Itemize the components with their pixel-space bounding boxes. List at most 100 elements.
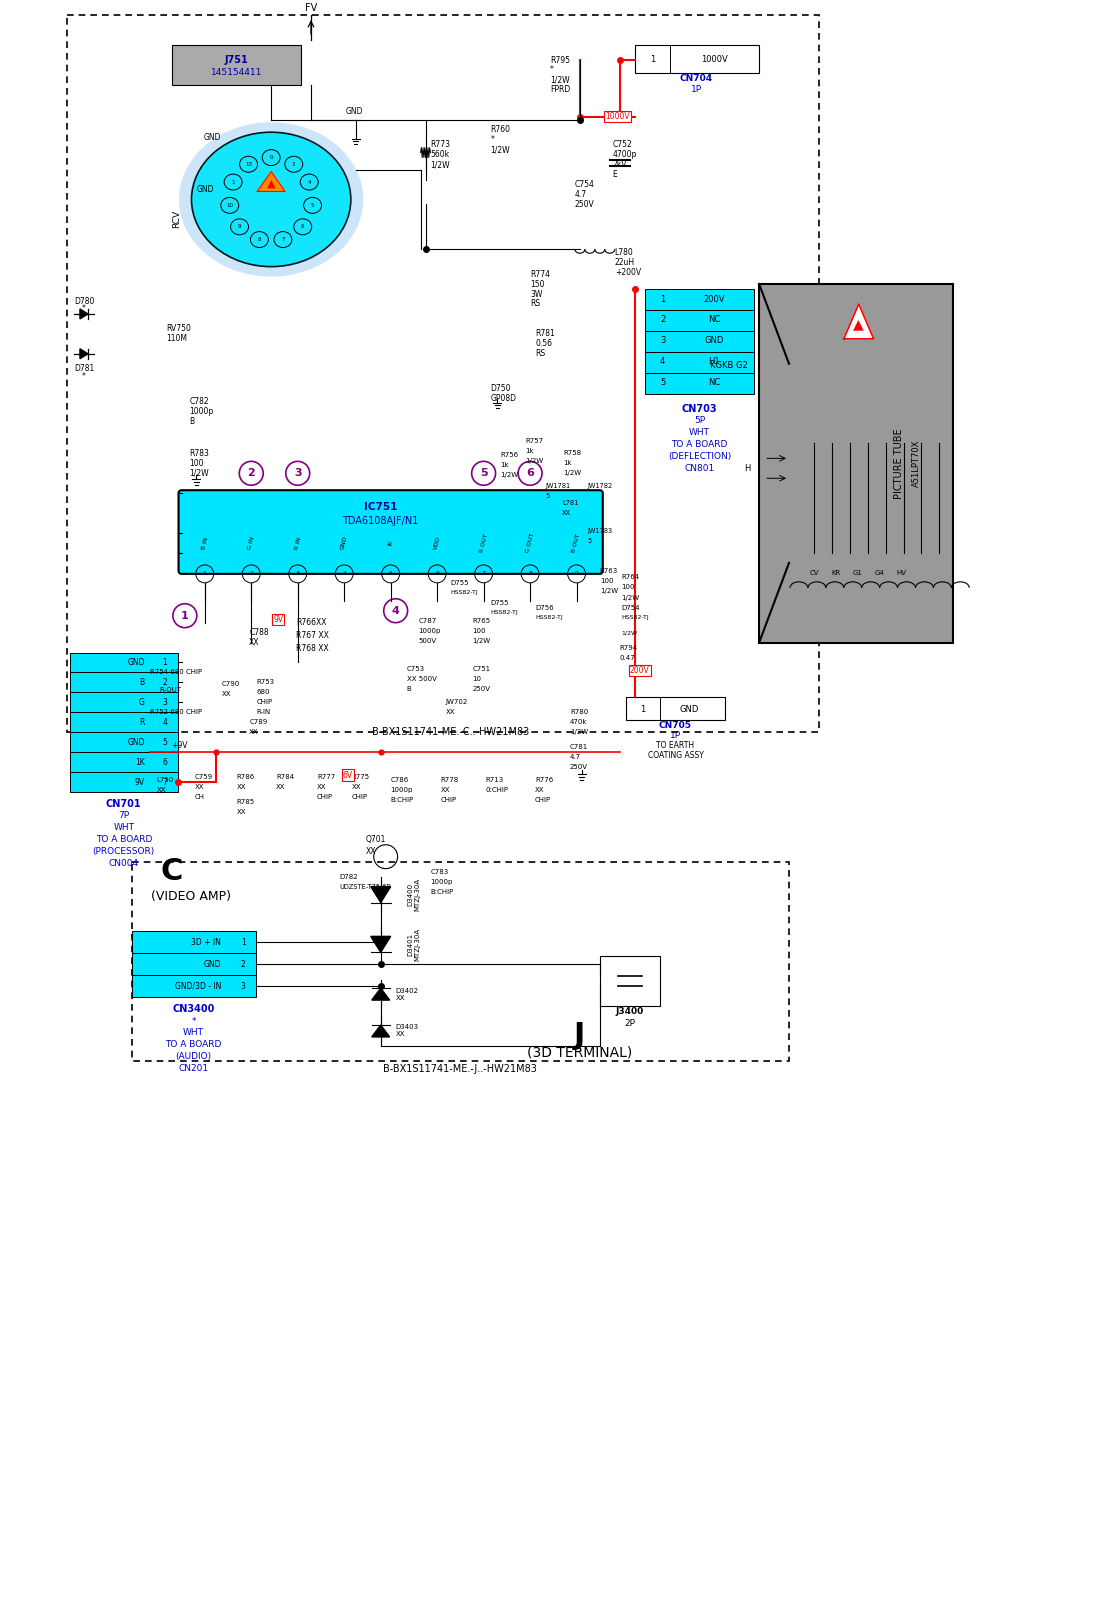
Text: R776: R776 [536, 778, 553, 782]
Text: L781: L781 [562, 501, 579, 506]
Text: CN705: CN705 [659, 720, 692, 730]
Text: ▲: ▲ [267, 179, 276, 189]
Text: 1K: 1K [134, 757, 144, 766]
Text: D3400
MTZJ-30A: D3400 MTZJ-30A [407, 878, 420, 910]
Text: R767 XX: R767 XX [296, 630, 328, 640]
Text: (PROCESSOR): (PROCESSOR) [93, 848, 155, 856]
Text: XX: XX [222, 691, 231, 698]
Text: 110M: 110M [166, 334, 187, 344]
Text: NC: NC [709, 315, 721, 325]
Text: B: B [190, 418, 195, 426]
Text: XX: XX [562, 510, 571, 517]
Text: 1/2W: 1/2W [622, 630, 638, 635]
Text: 1000p: 1000p [190, 406, 214, 416]
Text: 1/2W: 1/2W [599, 587, 618, 594]
Text: XX: XX [536, 787, 544, 794]
Text: R784: R784 [277, 774, 294, 781]
Text: XX: XX [236, 784, 246, 790]
Text: C751: C751 [473, 667, 490, 672]
Text: XX: XX [194, 784, 204, 790]
Text: C759: C759 [194, 774, 213, 781]
Text: 2: 2 [660, 315, 666, 325]
Bar [635, 45, 759, 74]
Text: 100: 100 [599, 578, 614, 584]
FancyBboxPatch shape [179, 490, 603, 574]
Text: R786: R786 [236, 774, 255, 781]
Text: J3400: J3400 [616, 1006, 644, 1016]
Text: 9V: 9V [273, 614, 283, 624]
Text: B: B [407, 686, 411, 693]
Bar [132, 931, 257, 954]
Text: 1: 1 [660, 294, 666, 304]
Text: 4700p: 4700p [613, 150, 637, 158]
Text: FV: FV [305, 3, 317, 13]
Bar [645, 290, 754, 310]
Text: 1k: 1k [563, 461, 572, 466]
Text: Q701: Q701 [366, 835, 386, 845]
Text: 4: 4 [162, 718, 168, 726]
Text: J: J [574, 1021, 585, 1051]
Text: R-IN: R-IN [257, 709, 270, 715]
Text: R773: R773 [431, 141, 451, 149]
Text: TO A BOARD: TO A BOARD [671, 440, 727, 450]
Text: 3: 3 [294, 469, 302, 478]
Text: 10: 10 [473, 677, 482, 683]
Text: 1: 1 [650, 54, 656, 64]
Text: R713: R713 [485, 778, 504, 782]
Text: VDD: VDD [433, 536, 442, 550]
Text: 1k: 1k [500, 462, 509, 469]
Text: 9V: 9V [134, 778, 144, 787]
Text: RS: RS [530, 299, 540, 309]
Text: D3403
XX: D3403 XX [396, 1024, 419, 1037]
Text: 3W: 3W [530, 290, 542, 299]
Text: R777: R777 [317, 774, 335, 781]
Text: IK: IK [388, 539, 393, 547]
Text: C753: C753 [407, 667, 424, 672]
Text: 2P: 2P [624, 1019, 635, 1027]
Bar [626, 698, 725, 720]
Text: XX: XX [366, 848, 376, 856]
Polygon shape [80, 309, 88, 318]
Text: GND: GND [346, 107, 364, 117]
Text: HV: HV [897, 570, 907, 576]
Text: JW1781: JW1781 [545, 483, 570, 490]
Text: HSS82-TJ: HSS82-TJ [490, 610, 518, 616]
Text: XX: XX [317, 784, 326, 790]
Text: XX: XX [249, 638, 260, 646]
Text: XX: XX [277, 784, 285, 790]
Text: 150: 150 [530, 280, 544, 288]
Text: R763: R763 [599, 568, 618, 574]
Text: UDZSTE-T75.6B: UDZSTE-T75.6B [339, 883, 391, 890]
Text: CN703: CN703 [681, 403, 717, 413]
Text: KGKB G2: KGKB G2 [711, 362, 748, 370]
Ellipse shape [179, 122, 364, 277]
Text: C790: C790 [222, 682, 239, 688]
Text: 0:CHIP: 0:CHIP [485, 787, 508, 794]
Text: D750: D750 [490, 384, 510, 394]
Text: L780: L780 [615, 248, 634, 256]
Text: B:CHIP: B:CHIP [431, 888, 454, 894]
Text: 250V: 250V [570, 765, 588, 770]
Text: L750: L750 [156, 778, 174, 782]
Text: 1/2W: 1/2W [550, 75, 570, 85]
Text: 7P: 7P [118, 811, 129, 821]
Text: *: * [490, 134, 494, 144]
Text: 1: 1 [231, 179, 235, 184]
Text: HSS82-TJ: HSS82-TJ [451, 590, 478, 595]
Text: 9: 9 [574, 571, 579, 576]
Bar [132, 954, 257, 976]
Text: 5P: 5P [694, 416, 705, 426]
Text: *: * [82, 373, 86, 381]
Text: 1000V: 1000V [701, 54, 727, 64]
Text: 9: 9 [238, 224, 241, 229]
Text: 3: 3 [292, 162, 295, 166]
Text: C781: C781 [570, 744, 588, 750]
Text: (3D TERMINAL): (3D TERMINAL) [527, 1046, 633, 1059]
Text: TO A BOARD: TO A BOARD [96, 835, 152, 845]
Text: R785: R785 [236, 798, 255, 805]
Text: 8: 8 [528, 571, 532, 576]
Text: CHIP: CHIP [317, 794, 333, 800]
Bar [645, 352, 754, 373]
Text: 1/2W: 1/2W [500, 472, 518, 478]
Text: 1/2W: 1/2W [570, 730, 588, 736]
